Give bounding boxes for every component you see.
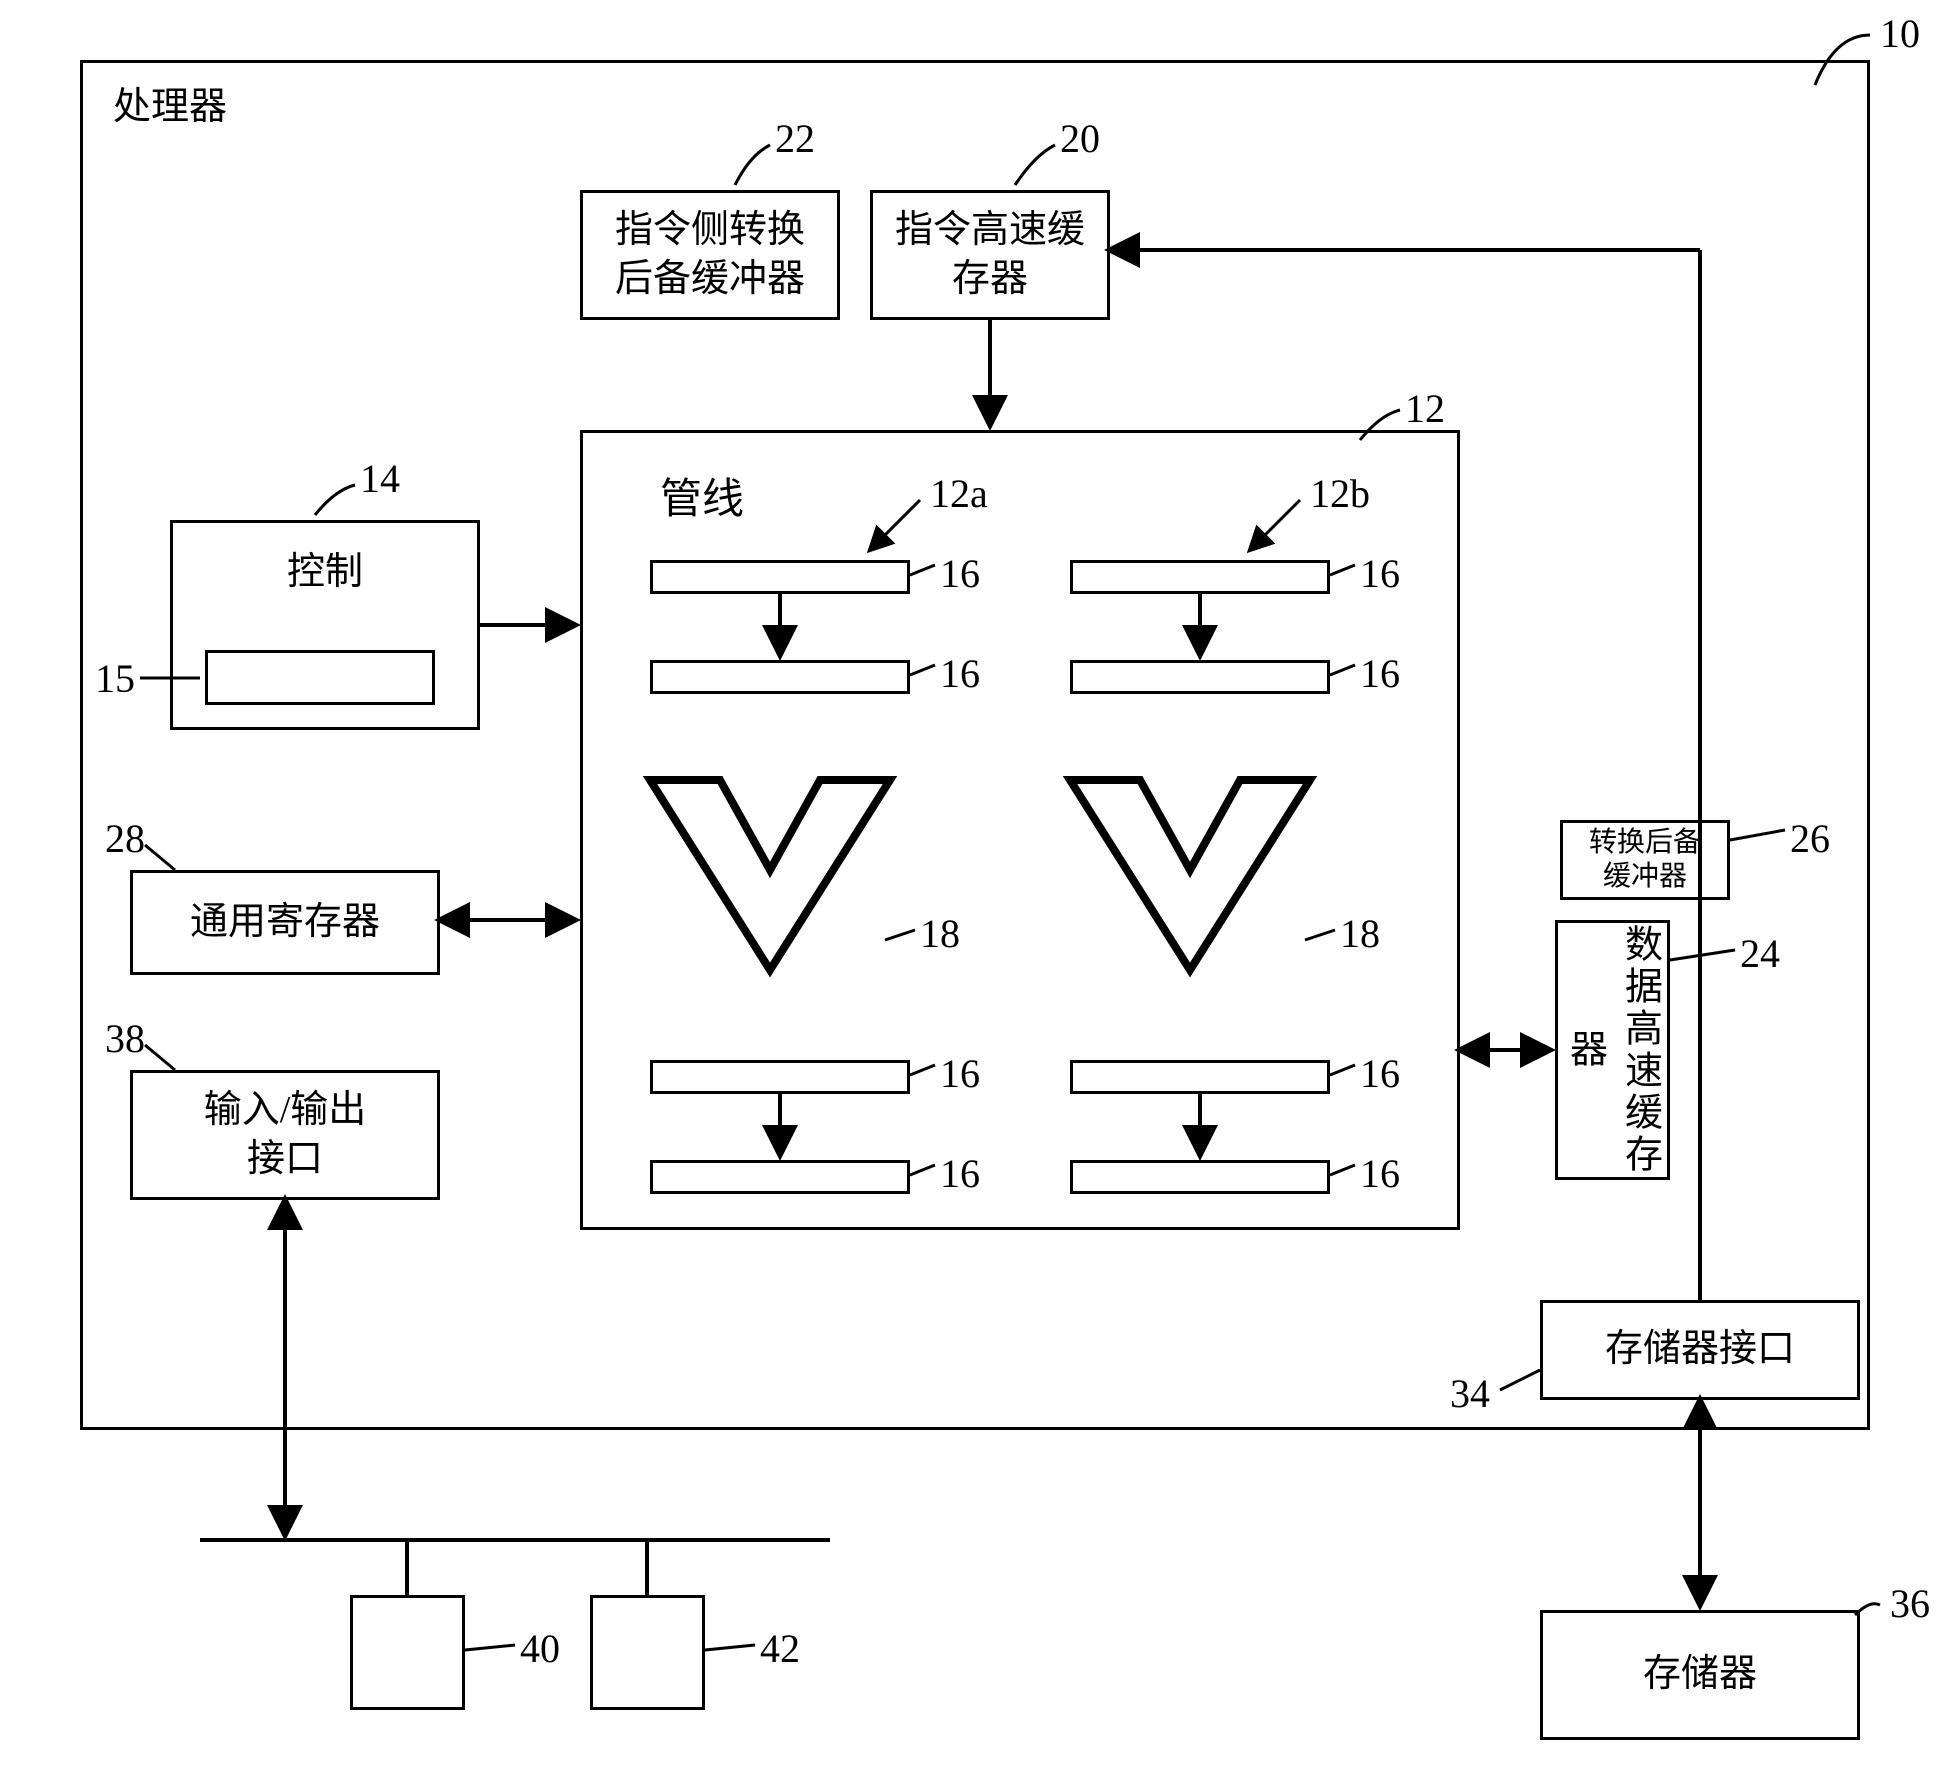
itlb-box: 指令侧转换 后备缓冲器 (580, 190, 840, 320)
memory-label: 存储器 (1643, 1650, 1757, 1699)
ref-18-b: 18 (1340, 910, 1380, 957)
dcache-label: 数据高速缓存器 (1558, 923, 1668, 1177)
ref-42: 42 (760, 1625, 800, 1672)
io-if-label: 输入/输出 接口 (204, 1086, 367, 1185)
ref-38: 38 (105, 1015, 145, 1062)
stage-b2 (1070, 660, 1330, 694)
ref-16-b4: 16 (1360, 1150, 1400, 1197)
stage-b3 (1070, 1060, 1330, 1094)
icache-label: 指令高速缓 存器 (895, 206, 1085, 305)
pipeline-box (580, 430, 1460, 1230)
ref-16-a4: 16 (940, 1150, 980, 1197)
memory-box: 存储器 (1540, 1610, 1860, 1740)
gpr-box: 通用寄存器 (130, 870, 440, 975)
ref-36: 36 (1890, 1580, 1930, 1627)
ref-10: 10 (1880, 10, 1920, 57)
processor-title: 处理器 (113, 83, 227, 132)
stage-a2 (650, 660, 910, 694)
stage-a4 (650, 1160, 910, 1194)
io-if-box: 输入/输出 接口 (130, 1070, 440, 1200)
itlb-label: 指令侧转换 后备缓冲器 (615, 206, 805, 305)
ref-14: 14 (360, 455, 400, 502)
ref-22: 22 (775, 115, 815, 162)
control-inner-box (205, 650, 435, 705)
periph2-box (590, 1595, 705, 1710)
icache-box: 指令高速缓 存器 (870, 190, 1110, 320)
ref-18-a: 18 (920, 910, 960, 957)
ref-16-a1: 16 (940, 550, 980, 597)
ref-28: 28 (105, 815, 145, 862)
pipeline-title: 管线 (660, 465, 744, 526)
ref-12: 12 (1405, 385, 1445, 432)
stage-b4 (1070, 1160, 1330, 1194)
stage-a1 (650, 560, 910, 594)
ref-12b: 12b (1310, 470, 1370, 517)
ref-16-b3: 16 (1360, 1050, 1400, 1097)
ref-16-a3: 16 (940, 1050, 980, 1097)
ref-40: 40 (520, 1625, 560, 1672)
stage-b1 (1070, 560, 1330, 594)
ref-16-a2: 16 (940, 650, 980, 697)
ref-20: 20 (1060, 115, 1100, 162)
ref-16-b2: 16 (1360, 650, 1400, 697)
ref-15: 15 (95, 655, 135, 702)
ref-24: 24 (1740, 930, 1780, 977)
periph1-box (350, 1595, 465, 1710)
ref-16-b1: 16 (1360, 550, 1400, 597)
ref-34: 34 (1450, 1370, 1490, 1417)
tlb-label: 转换后备 缓冲器 (1589, 826, 1701, 893)
mem-if-box: 存储器接口 (1540, 1300, 1860, 1400)
dcache-box: 数据高速缓存器 (1555, 920, 1670, 1180)
control-label: 控制 (287, 548, 363, 597)
mem-if-label: 存储器接口 (1605, 1325, 1795, 1374)
ref-26: 26 (1790, 815, 1830, 862)
ref-12a: 12a (930, 470, 988, 517)
tlb-box: 转换后备 缓冲器 (1560, 820, 1730, 900)
gpr-label: 通用寄存器 (190, 898, 380, 947)
stage-a3 (650, 1060, 910, 1094)
